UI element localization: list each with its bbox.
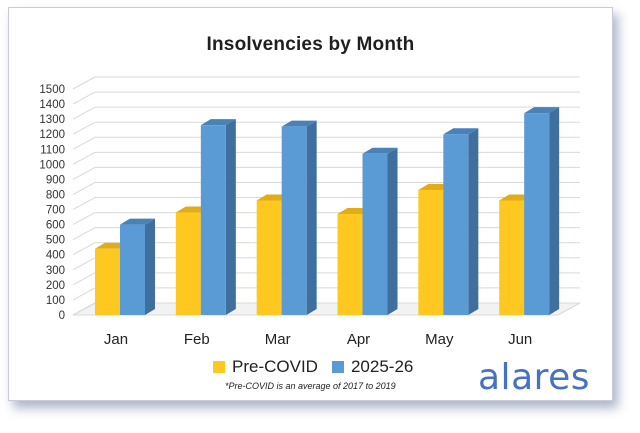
bar-top-apr-1 [362, 147, 398, 154]
bar-side-feb-1 [225, 119, 236, 315]
y-tick-label: 1000 [39, 159, 65, 171]
bar-side-apr-1 [387, 147, 398, 315]
bar-top-jan-1 [120, 218, 155, 225]
bar-jan-pre-covid [95, 248, 120, 315]
x-tick-label-jan: Jan [104, 331, 128, 348]
y-tick-label: 500 [46, 235, 65, 247]
gridline-depth [72, 212, 96, 226]
x-tick-label-apr: Apr [347, 331, 370, 348]
y-tick-label: 700 [46, 205, 65, 217]
chart-title: Insolvencies by Month [206, 34, 415, 55]
legend-swatch-pre-covid [213, 361, 225, 373]
y-tick-label: 1400 [39, 99, 65, 111]
gridline-depth [72, 272, 96, 286]
gridline-depth [72, 302, 96, 316]
bar-feb-pre-covid [175, 212, 201, 315]
gridline-depth [72, 91, 96, 105]
y-tick-label: 800 [46, 189, 65, 201]
bar-apr-pre-covid [337, 214, 363, 315]
bar-side-mar-1 [306, 120, 317, 316]
gridline-depth [72, 76, 96, 90]
y-tick-label: 300 [46, 265, 65, 277]
bar-may-pre-covid [418, 189, 444, 315]
y-tick-label: 1500 [39, 84, 65, 96]
gridline-depth [72, 287, 96, 301]
gridline-depth [72, 151, 96, 165]
bar-feb-2025-26 [200, 125, 226, 315]
y-tick-label: 1100 [40, 144, 65, 156]
legend-item-2025-26: 2025-26 [331, 357, 414, 377]
brand-logo: alares [478, 357, 591, 398]
legend-label-pre-covid: Pre-COVID [232, 357, 318, 376]
bar-top-mar-1 [281, 120, 317, 127]
legend-swatch-2025-26 [331, 361, 344, 373]
bar-jan-2025-26 [120, 224, 145, 315]
bar-jun-2025-26 [524, 113, 550, 316]
gridline-depth [72, 106, 96, 120]
bar-side-jan-1 [145, 218, 155, 315]
legend: Pre-COVID 2025-26 [213, 356, 413, 378]
bar-top-may-1 [443, 128, 479, 135]
y-tick-label: 900 [46, 174, 65, 186]
y-tick-label: 200 [46, 280, 65, 292]
bar-side-may-1 [468, 128, 479, 315]
y-tick-label: 1300 [39, 114, 65, 126]
y-tick-label: 0 [59, 310, 65, 322]
bar-jun-pre-covid [499, 200, 525, 315]
gridline-depth [72, 197, 96, 210]
bar-side-jun-1 [549, 107, 560, 316]
x-tick-label-feb: Feb [184, 331, 210, 348]
x-tick-label-jun: Jun [508, 331, 532, 348]
bar-top-jun-1 [524, 107, 560, 114]
gridline-depth [72, 242, 96, 256]
gridline-depth [72, 227, 96, 241]
x-tick-label-may: May [425, 331, 454, 348]
x-tick-label-mar: Mar [265, 331, 291, 348]
y-tick-label: 100 [46, 295, 65, 307]
gridline-depth [72, 257, 96, 271]
bar-mar-pre-covid [256, 200, 282, 315]
bar-may-2025-26 [443, 134, 469, 315]
legend-item-pre-covid: Pre-COVID [213, 357, 318, 377]
gridline-depth [72, 136, 96, 150]
gridline-depth [72, 182, 96, 195]
footnote: *Pre-COVID is an average of 2017 to 2019 [225, 381, 396, 391]
y-tick-label: 400 [46, 250, 65, 262]
bar-mar-2025-26 [281, 126, 307, 316]
bar-top-feb-1 [200, 119, 236, 126]
gridline-depth [72, 166, 96, 180]
legend-label-2025-26: 2025-26 [350, 357, 414, 376]
bar-apr-2025-26 [362, 153, 388, 315]
gridline-depth [72, 121, 96, 135]
y-tick-label: 600 [46, 220, 65, 232]
y-tick-label: 1200 [39, 129, 65, 141]
